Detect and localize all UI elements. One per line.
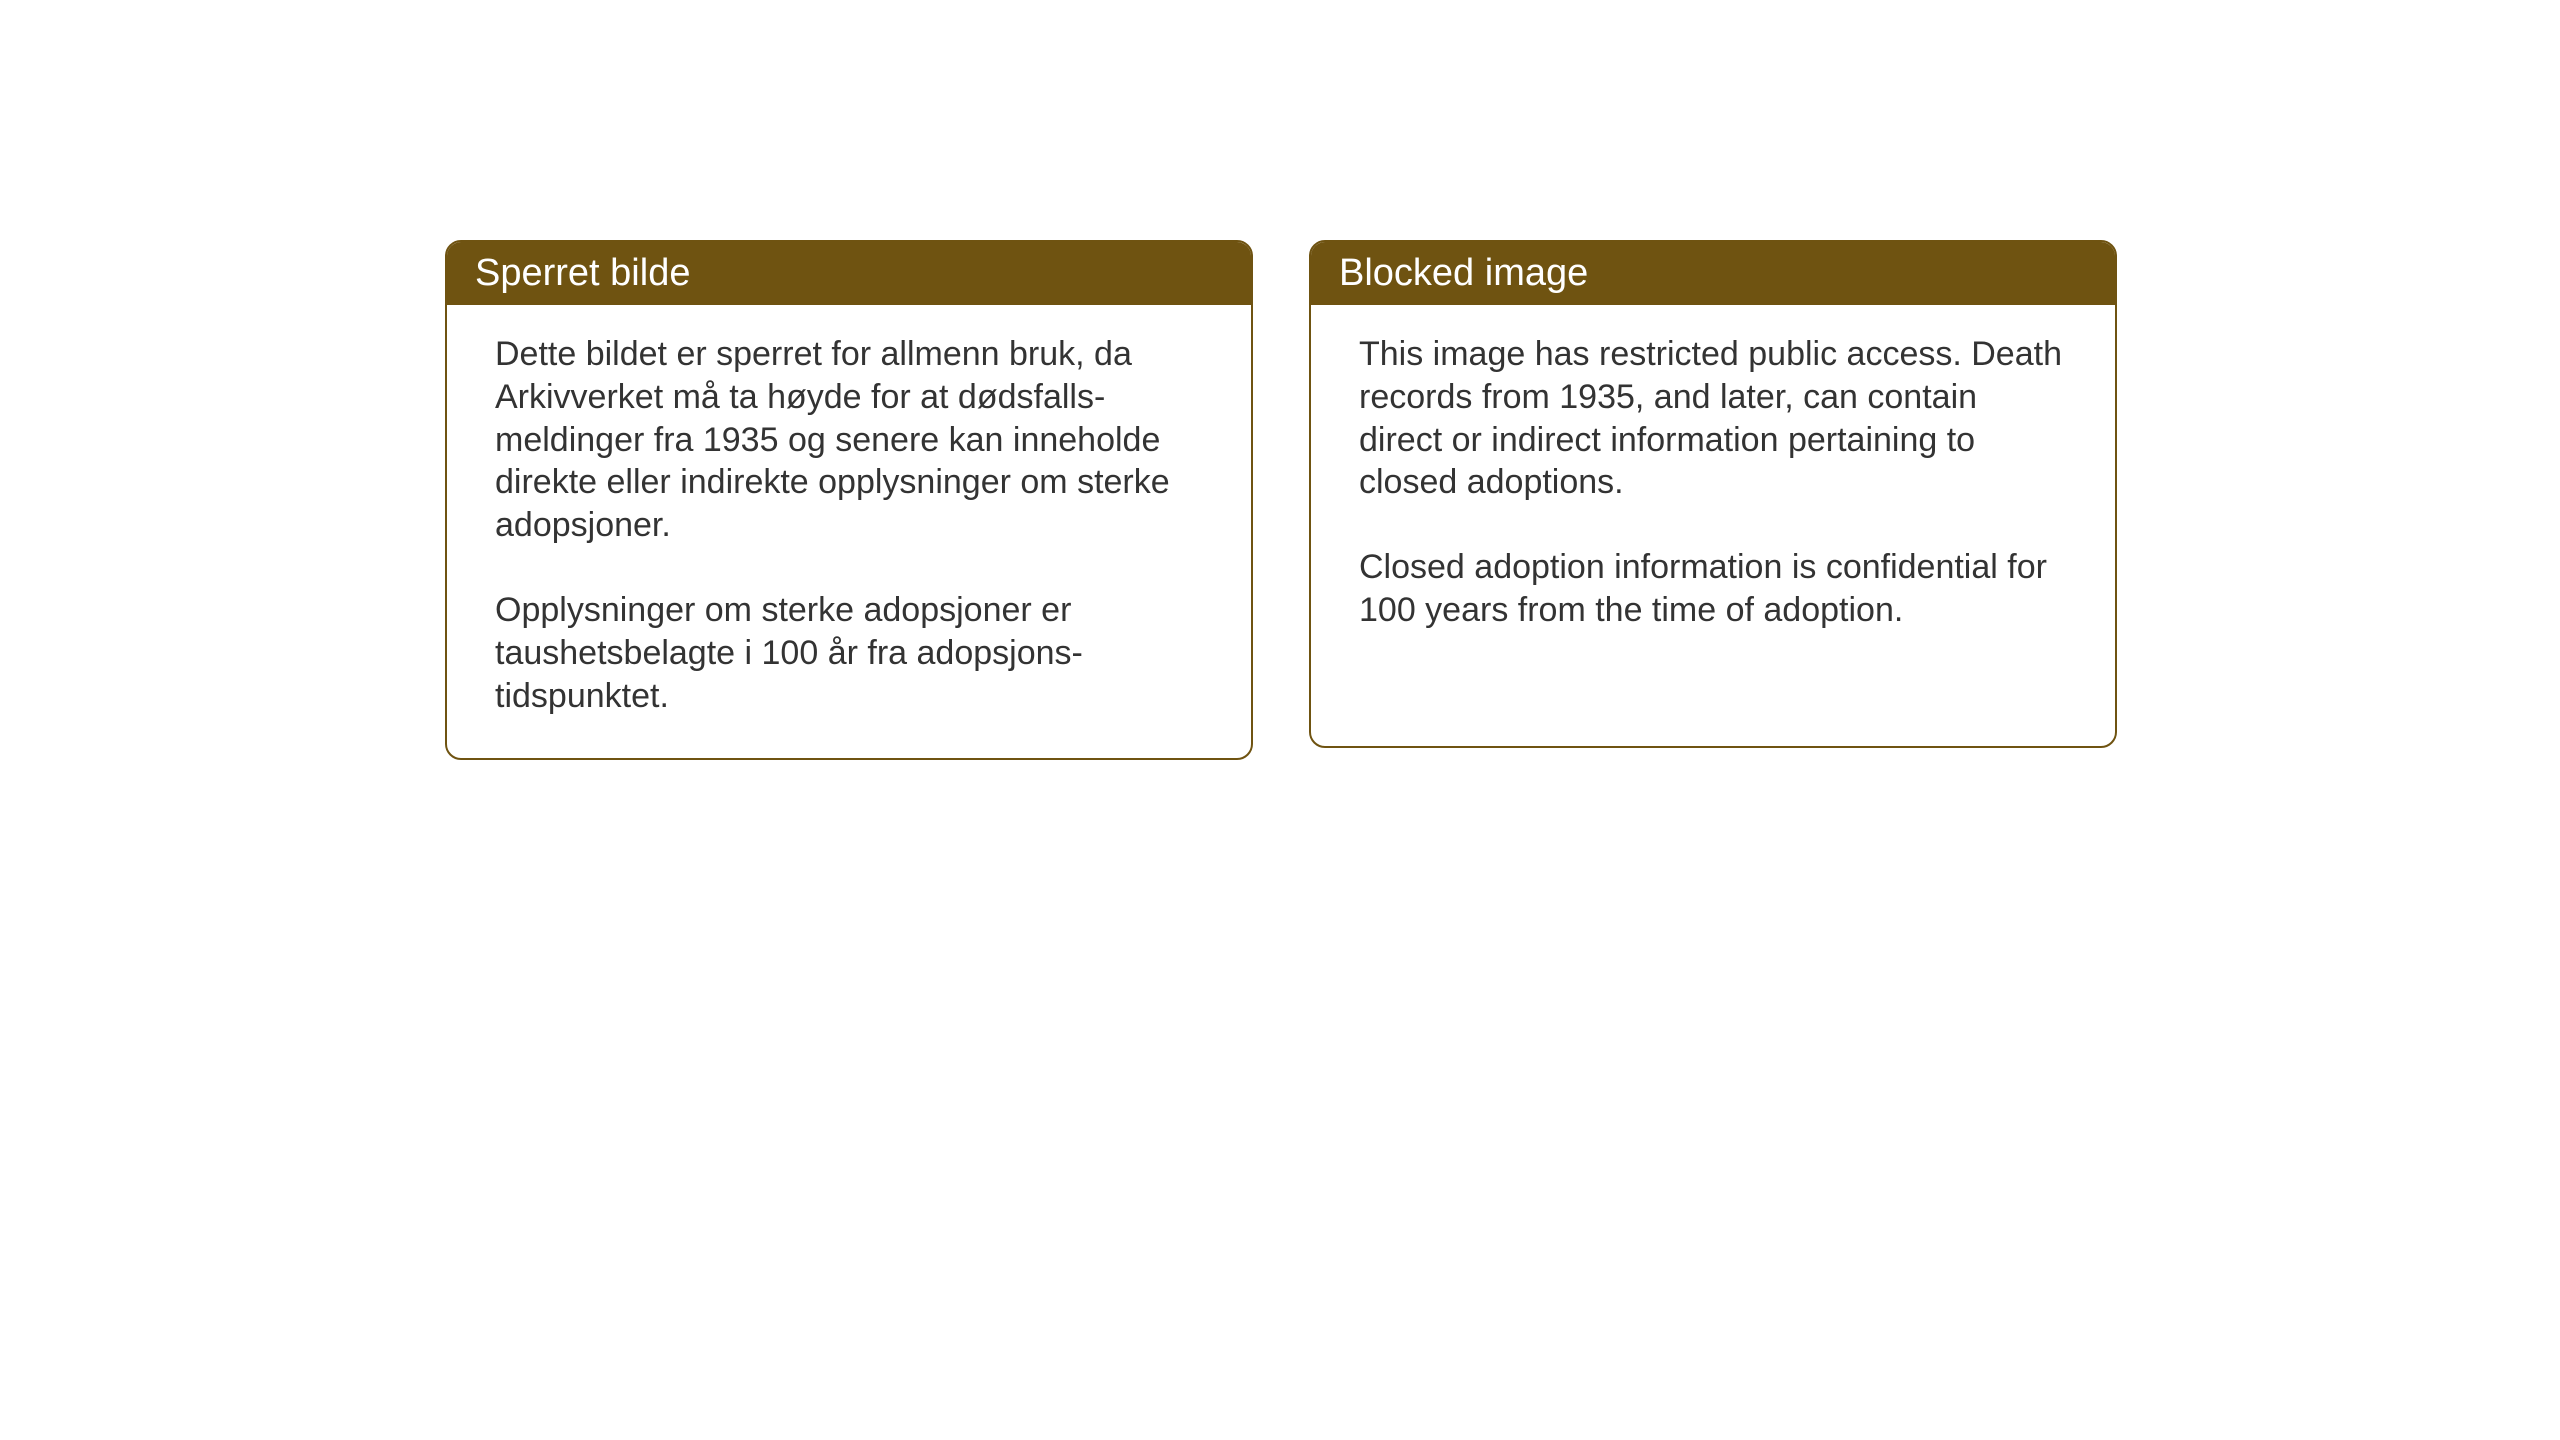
notice-paragraph-1-english: This image has restricted public access.… <box>1359 333 2067 504</box>
notice-box-norwegian: Sperret bilde Dette bildet er sperret fo… <box>445 240 1253 760</box>
notice-title-english: Blocked image <box>1339 252 1588 294</box>
notice-header-norwegian: Sperret bilde <box>447 242 1251 305</box>
notices-container: Sperret bilde Dette bildet er sperret fo… <box>445 240 2117 760</box>
notice-paragraph-2-norwegian: Opplysninger om sterke adopsjoner er tau… <box>495 589 1203 717</box>
notice-paragraph-1-norwegian: Dette bildet er sperret for allmenn bruk… <box>495 333 1203 547</box>
notice-box-english: Blocked image This image has restricted … <box>1309 240 2117 748</box>
notice-header-english: Blocked image <box>1311 242 2115 305</box>
notice-title-norwegian: Sperret bilde <box>475 252 690 294</box>
notice-paragraph-2-english: Closed adoption information is confident… <box>1359 546 2067 632</box>
notice-body-english: This image has restricted public access.… <box>1311 305 2115 672</box>
notice-body-norwegian: Dette bildet er sperret for allmenn bruk… <box>447 305 1251 758</box>
